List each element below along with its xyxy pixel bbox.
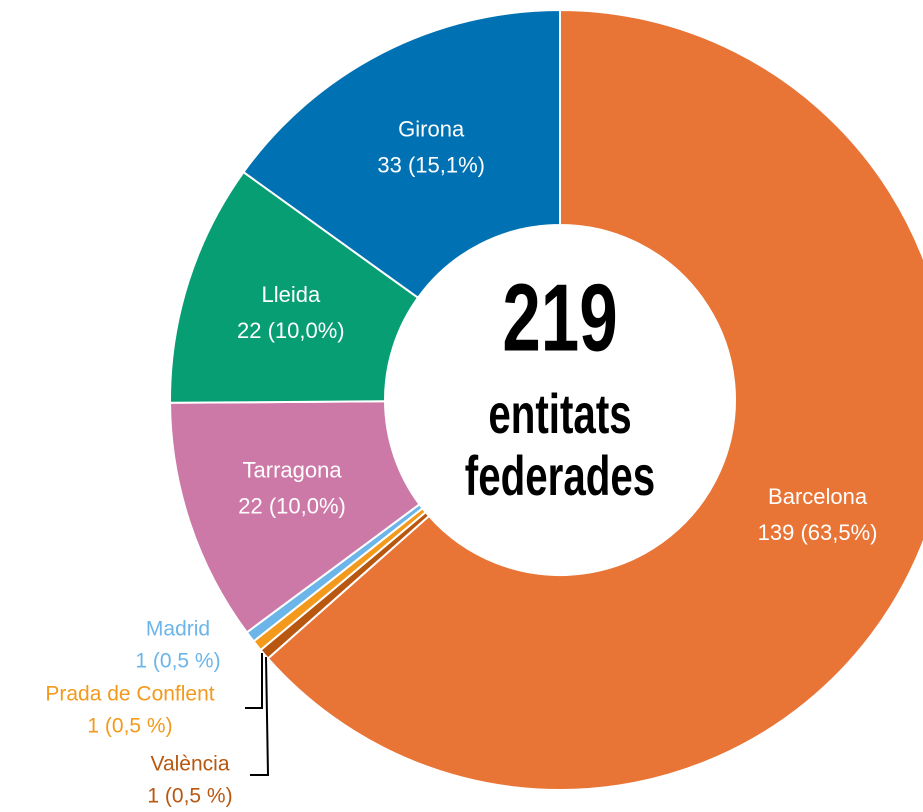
slice-value-label: 22 (10,0%) [238,493,346,518]
center-value: 219 [502,263,617,371]
slice-value-label: 139 (63,5%) [758,520,878,545]
outside-value-label: 1 (0,5 %) [135,650,220,673]
outside-label: Madrid [146,618,210,641]
slice-label: Lleida [261,282,320,307]
slice-label: Tarragona [243,457,343,482]
outside-label: Prada de Conflent [45,683,214,706]
slice-label: Barcelona [768,484,868,509]
center-label: entitats [488,383,631,445]
slice-value-label: 22 (10,0%) [237,318,345,343]
leader-line [250,656,270,776]
leader-line [245,653,263,709]
slice-label: Girona [398,116,465,141]
slice [266,8,923,791]
outside-value-label: 1 (0,5 %) [87,715,172,738]
outside-label: València [151,753,230,776]
slice-value-label: 33 (15,1%) [377,152,485,177]
outside-value-label: 1 (0,5 %) [147,785,232,808]
slice [242,8,561,300]
center-label: federades [465,445,655,507]
